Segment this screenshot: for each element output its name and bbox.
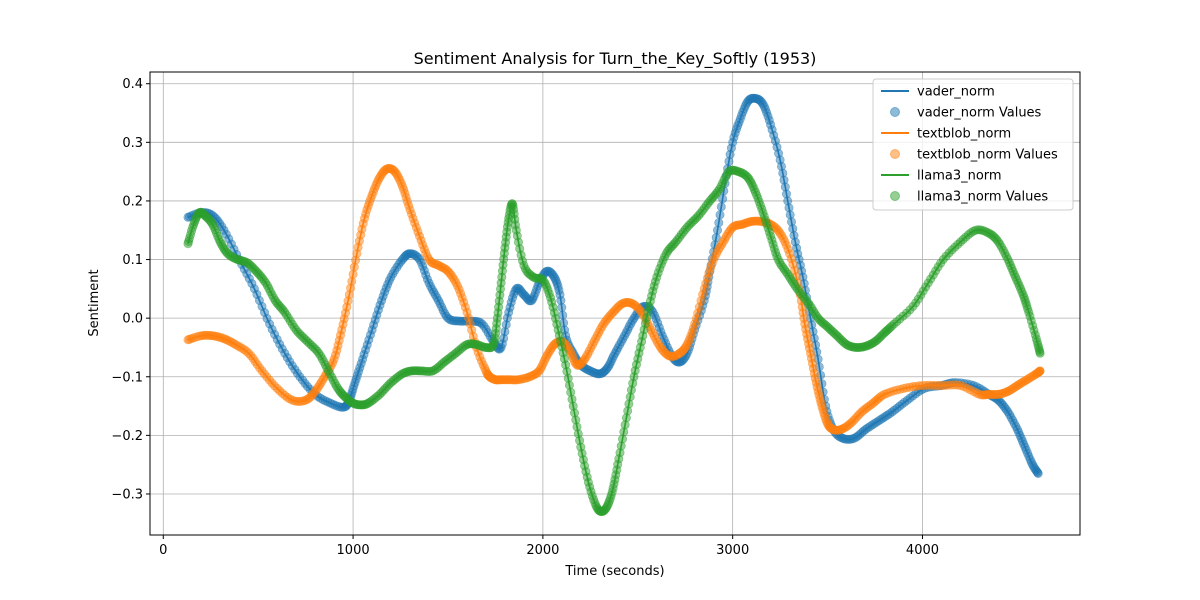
y-tick-label: 0.1 (122, 253, 143, 268)
y-tick-label: 0.4 (122, 77, 143, 92)
legend-label: textblob_norm Values (917, 148, 1058, 163)
y-tick-label: 0.2 (122, 194, 143, 209)
y-tick-label: −0.2 (111, 429, 143, 444)
x-tick-label: 1000 (337, 543, 370, 558)
vader-norm-line (187, 97, 1039, 474)
x-tick-label: 2000 (526, 543, 559, 558)
legend-label: vader_norm (917, 85, 995, 100)
chart-title: Sentiment Analysis for Turn_the_Key_Soft… (414, 49, 817, 69)
x-tick-label: 3000 (716, 543, 749, 558)
legend: vader_norm vader_norm Values textblob_norm… (872, 78, 1074, 211)
x-tick-label: 0 (159, 543, 167, 558)
y-tick-label: 0.0 (122, 312, 143, 327)
legend-label: vader_norm Values (917, 106, 1042, 121)
y-tick-label: 0.3 (122, 136, 143, 151)
axis-ticks: 0 1000 2000 3000 4000 −0.3 −0.2 −0.1 0.0 0.1 0.2 0.… (111, 77, 939, 558)
textblob-norm-line (187, 167, 1041, 431)
plot-frame (149, 71, 1081, 536)
plot-data (183, 93, 1045, 517)
legend-label: textblob_norm (917, 127, 1011, 142)
llama3-norm-line (187, 169, 1041, 513)
legend-marker-swatch (890, 191, 900, 201)
legend-marker-swatch (890, 107, 900, 117)
legend-label: llama3_norm Values (917, 190, 1048, 205)
y-tick-label: −0.3 (111, 487, 143, 502)
legend-marker-swatch (890, 149, 900, 159)
legend-label: llama3_norm (917, 169, 1002, 184)
x-tick-label: 4000 (906, 543, 939, 558)
legend-box (872, 78, 1074, 211)
y-axis-label: Sentiment (87, 269, 102, 336)
y-tick-label: −0.1 (111, 370, 143, 385)
x-axis-label: Time (seconds) (564, 564, 664, 579)
